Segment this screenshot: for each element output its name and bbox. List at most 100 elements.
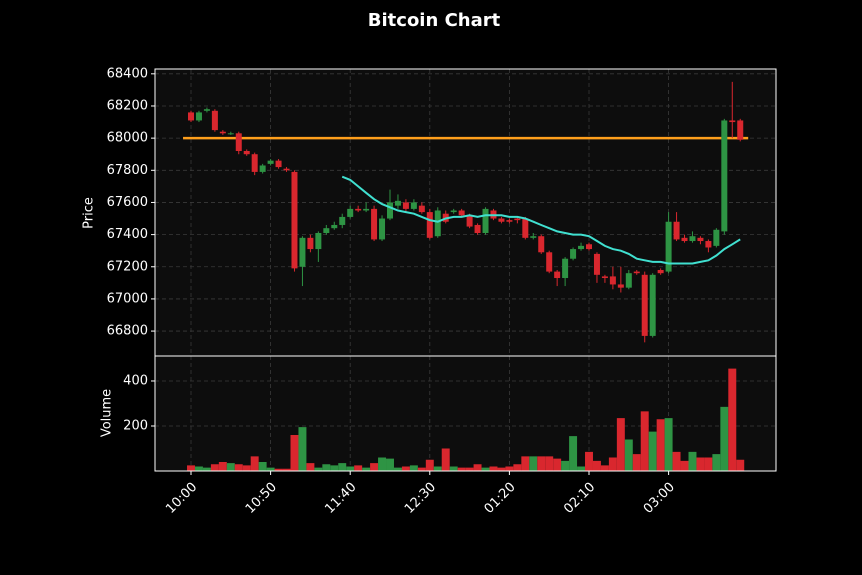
- volume-bar: [266, 467, 275, 471]
- plot-layer: 66800 67000 67200 67400 67600 67800 68000 68200…: [107, 66, 776, 517]
- volume-bar: [187, 465, 195, 471]
- volume-bar: [696, 457, 705, 471]
- volume-bar: [202, 467, 211, 471]
- candle-body: [402, 202, 409, 209]
- volume-bar: [370, 463, 379, 471]
- candle-body: [689, 236, 696, 242]
- y-tick-label: 400: [123, 373, 148, 388]
- volume-bar: [648, 431, 657, 471]
- candle-body: [617, 284, 624, 288]
- candle-body: [609, 276, 616, 285]
- moving-average-line: [341, 175, 741, 265]
- price-panel: [155, 69, 776, 356]
- candle-body: [498, 218, 505, 222]
- candle-body: [721, 120, 728, 232]
- volume-bar: [489, 466, 498, 471]
- candle-body: [673, 221, 680, 240]
- volume-bar: [354, 465, 363, 471]
- volume-bar: [290, 434, 299, 471]
- volume-bar: [664, 418, 673, 471]
- volume-bar: [608, 457, 617, 471]
- candle-body: [593, 253, 600, 275]
- candle-body: [530, 236, 537, 238]
- volume-axis-label: Volume: [100, 389, 115, 437]
- volume-bar: [473, 464, 482, 471]
- candle-body: [474, 224, 481, 233]
- y-tick-label: 67600: [107, 195, 148, 210]
- volume-bar: [505, 466, 514, 471]
- candle-body: [729, 120, 736, 123]
- volume-bar: [624, 439, 633, 471]
- volume-bar: [712, 454, 721, 471]
- volume-bar: [497, 467, 506, 471]
- candle-body: [243, 151, 250, 155]
- candle-body: [554, 271, 561, 279]
- volume-bar: [704, 457, 713, 471]
- volume-bar: [529, 456, 538, 471]
- candle-body: [307, 237, 314, 250]
- volume-bar: [433, 466, 442, 471]
- candle-body: [514, 218, 521, 221]
- candle-body: [195, 112, 202, 121]
- candle-body: [705, 241, 712, 248]
- chart-title: Bitcoin Chart: [368, 10, 501, 31]
- candle-body: [371, 208, 378, 240]
- candle-body: [339, 216, 346, 225]
- volume-bar: [680, 460, 689, 471]
- volume-bar: [218, 461, 227, 471]
- candle-body: [466, 215, 473, 227]
- candle-body: [323, 228, 330, 233]
- y-tick-label: 67800: [107, 163, 148, 178]
- volume-bar: [386, 458, 394, 471]
- volume-bar: [306, 463, 315, 471]
- candle-body: [251, 154, 258, 172]
- y-tick-label: 67400: [107, 227, 148, 242]
- volume-bar: [465, 467, 474, 471]
- volume-bar: [449, 466, 458, 471]
- candle-body: [426, 212, 433, 238]
- y-tick-label: 68200: [107, 98, 148, 113]
- volume-bar: [234, 464, 243, 471]
- volume-bar: [592, 460, 601, 471]
- candle-body: [283, 168, 290, 171]
- volume-bar: [250, 456, 259, 471]
- volume-bar: [274, 468, 283, 471]
- volume-bar: [632, 454, 641, 471]
- volume-bar: [282, 468, 291, 471]
- volume-bar: [577, 466, 586, 471]
- volume-bar: [513, 464, 522, 471]
- candle-body: [713, 229, 720, 246]
- candle-body: [203, 109, 210, 111]
- y-tick-label: 66800: [107, 324, 148, 339]
- candle-body: [379, 218, 386, 240]
- candle-body: [211, 110, 218, 131]
- candle-body: [538, 236, 545, 253]
- volume-bar: [616, 418, 625, 471]
- volume-bar: [417, 467, 426, 471]
- candle-body: [291, 171, 298, 269]
- candle-body: [562, 258, 569, 279]
- volume-bar: [728, 368, 737, 471]
- candle-body: [601, 276, 608, 279]
- candle-body: [737, 120, 744, 140]
- candle-body: [355, 208, 362, 211]
- volume-bar: [409, 465, 418, 471]
- volume-bar: [393, 467, 402, 471]
- candle-body: [546, 252, 553, 272]
- candle-body: [410, 202, 417, 209]
- candle-body: [649, 274, 656, 336]
- y-tick-label: 68400: [107, 66, 148, 81]
- volume-bar: [441, 448, 450, 471]
- volume-bar: [338, 463, 347, 471]
- candle-body: [657, 269, 664, 274]
- volume-bar: [298, 427, 307, 471]
- volume-bar: [656, 419, 665, 471]
- candle-body: [219, 131, 226, 134]
- candle-body: [227, 133, 234, 135]
- candle-body: [347, 208, 354, 217]
- volume-bar: [545, 456, 554, 471]
- y-axis-label: Price: [82, 197, 97, 229]
- volume-bar: [640, 411, 649, 471]
- candle-body: [267, 160, 274, 164]
